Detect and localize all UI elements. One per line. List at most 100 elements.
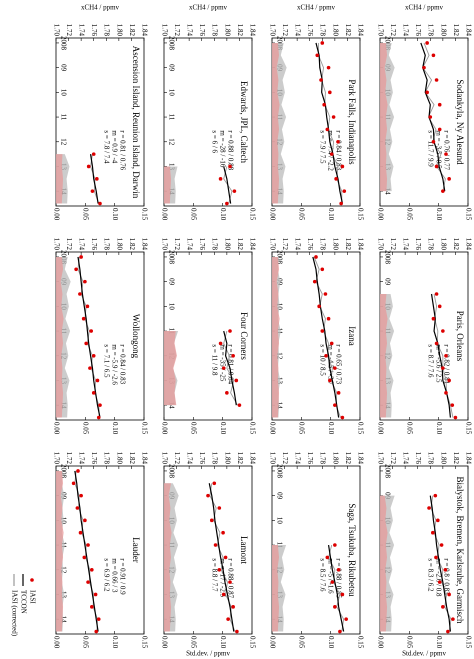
stats-annotation: r = 0.81 / 0.76 <box>118 130 126 170</box>
data-dot <box>95 378 100 383</box>
legend-label: TCCON <box>19 590 27 614</box>
std-area <box>272 42 280 204</box>
y-tick-label: 1.72 <box>65 238 73 251</box>
data-dot <box>447 177 451 181</box>
y-tick-label: 1.72 <box>173 238 181 251</box>
y-axis-label: xCH4 / ppmv <box>81 4 120 12</box>
y-tick-label: 1.84 <box>464 24 472 37</box>
y2-tick-label: 0.10 <box>327 422 335 435</box>
y-tick-label: 1.82 <box>128 452 136 465</box>
std-area <box>164 166 172 204</box>
std-area <box>380 42 388 192</box>
data-dot <box>431 53 436 58</box>
data-dot <box>83 518 87 523</box>
y-tick-label: 1.70 <box>160 24 168 37</box>
x-tick-label: 10 <box>167 303 175 311</box>
std-area <box>164 483 172 632</box>
data-dot <box>71 481 76 486</box>
panel-frame <box>163 37 253 207</box>
panel-title: Wollongong <box>131 314 141 359</box>
data-dot <box>218 341 223 346</box>
y2-tick-label: 0.10 <box>327 636 335 649</box>
stats-annotation: r = 0.8 / 0.83 <box>442 558 450 595</box>
data-dot <box>320 329 325 333</box>
y-tick-label: 1.82 <box>236 24 244 37</box>
y2-tick-label: 0.10 <box>111 636 119 649</box>
data-dot <box>333 543 337 547</box>
y-tick-label: 1.70 <box>268 238 276 251</box>
data-dot <box>331 115 336 119</box>
std-area <box>380 495 388 632</box>
y-tick-label: 1.84 <box>464 238 472 251</box>
data-dot <box>431 139 436 144</box>
data-dot <box>232 189 237 193</box>
series-line <box>430 293 451 418</box>
data-dot <box>98 201 102 206</box>
y2-tick-label: 0.10 <box>111 208 119 221</box>
data-dot <box>333 605 337 609</box>
y2-tick-label: 0.15 <box>140 208 148 221</box>
x-tick-label: 10 <box>59 89 67 97</box>
data-dot <box>425 90 429 95</box>
y2-tick-label: 0.05 <box>406 422 414 435</box>
data-dot <box>90 567 94 572</box>
std-area <box>380 294 388 418</box>
y-tick-label: 1.82 <box>128 238 136 251</box>
y-tick-label: 1.78 <box>427 24 435 37</box>
data-dot <box>89 329 93 333</box>
data-dot <box>437 580 442 584</box>
panel-frame <box>55 465 145 635</box>
data-dot <box>444 391 448 395</box>
data-dot <box>79 255 83 259</box>
data-dot <box>78 530 83 535</box>
data-dot <box>74 267 78 272</box>
panel-frame <box>379 251 469 421</box>
data-dot <box>86 580 90 584</box>
y-tick-label: 1.84 <box>356 24 364 37</box>
stats-annotation: r = 0.76 / 0.77 <box>442 130 450 170</box>
data-dot <box>425 41 429 45</box>
x-tick-label: 09 <box>275 492 283 500</box>
data-dot <box>330 580 335 584</box>
stats-annotation: s = 7.9 / 7.5 <box>318 130 326 164</box>
legend-label: IASI <box>28 590 36 604</box>
stats-annotation: r = 0.88 / 0.88 <box>226 130 234 170</box>
panel-frame <box>55 37 145 207</box>
y-tick-label: 1.80 <box>331 452 339 465</box>
stats-annotation: s = 6 / 6 <box>210 130 218 153</box>
std-area <box>56 256 64 418</box>
y-axis-label: xCH4 / ppmv <box>189 4 228 12</box>
y2-tick-label: 0.10 <box>219 636 227 649</box>
x-tick-label: 09 <box>383 278 391 286</box>
series-line <box>430 495 452 632</box>
data-dot <box>444 353 448 358</box>
series-line <box>223 330 237 406</box>
y-tick-label: 1.74 <box>294 452 302 465</box>
y-tick-label: 1.76 <box>198 452 206 465</box>
series-line <box>209 483 236 632</box>
data-dot <box>320 267 325 272</box>
stats-annotation: s = 8.3 / 6.2 <box>426 558 434 592</box>
data-dot <box>228 580 232 584</box>
stats-annotation: m = -5.6 / 2.5 <box>434 344 442 383</box>
data-dot <box>85 304 90 309</box>
x-tick-label: 12 <box>59 566 67 574</box>
y2-tick-label: 0.00 <box>160 208 168 221</box>
y-tick-label: 1.80 <box>331 238 339 251</box>
data-dot <box>95 177 99 181</box>
data-dot <box>88 366 92 370</box>
y-tick-label: 1.72 <box>389 238 397 251</box>
data-dot <box>320 41 325 45</box>
y2-tick-label: 0.15 <box>356 422 364 435</box>
y2-tick-label: 0.05 <box>406 636 414 649</box>
x-tick-label: 2008 <box>59 36 67 51</box>
data-dot <box>91 353 96 358</box>
data-dot <box>237 403 242 407</box>
panel-title: Four Corners <box>239 312 249 360</box>
data-dot <box>328 378 332 383</box>
series-line <box>90 154 100 204</box>
y-tick-label: 1.84 <box>248 238 256 251</box>
stats-annotation: m = -7.4 / -2.2 <box>326 130 334 171</box>
data-dot <box>76 469 80 473</box>
data-dot <box>91 152 96 156</box>
